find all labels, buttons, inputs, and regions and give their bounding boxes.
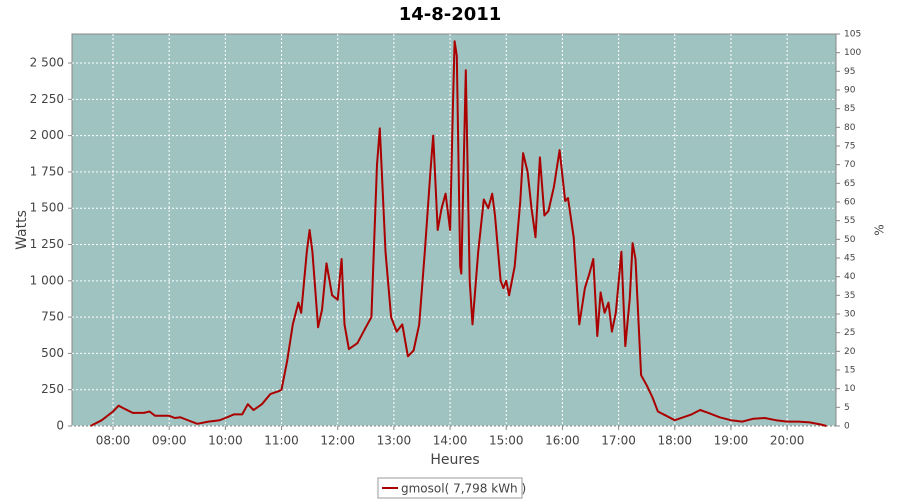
y2-tick-label: 60 — [844, 198, 856, 208]
x-tick-label: 13:00 — [377, 434, 412, 448]
x-tick-label: 18:00 — [657, 434, 692, 448]
y2-tick-label: 20 — [844, 347, 856, 357]
legend-label: gmosol( 7,798 kWh ) — [401, 482, 526, 496]
y-tick-label: 2 500 — [30, 56, 64, 70]
x-axis-label: Heures — [430, 452, 479, 468]
y2-tick-label: 105 — [844, 30, 861, 40]
y2-axis-label: % — [873, 224, 887, 235]
y2-tick-label: 45 — [844, 254, 855, 264]
x-tick-label: 11:00 — [264, 434, 299, 448]
y-tick-label: 0 — [56, 419, 64, 433]
y2-tick-label: 70 — [844, 160, 856, 170]
x-tick-label: 08:00 — [96, 434, 131, 448]
y-tick-label: 2 250 — [30, 92, 64, 106]
y2-tick-label: 55 — [844, 216, 855, 226]
y-tick-label: 1 750 — [30, 164, 64, 178]
series-line — [90, 40, 827, 427]
y2-tick-label: 85 — [844, 104, 855, 114]
y-tick-label: 750 — [41, 310, 64, 324]
y2-tick-label: 100 — [844, 48, 861, 58]
y-tick-label: 1 500 — [30, 201, 64, 215]
x-tick-label: 20:00 — [770, 434, 805, 448]
y2-tick-label: 65 — [844, 179, 855, 189]
x-tick-label: 09:00 — [152, 434, 187, 448]
y2-tick-label: 40 — [844, 272, 856, 282]
x-tick-label: 16:00 — [545, 434, 580, 448]
y2-tick-label: 15 — [844, 366, 855, 376]
y-tick-label: 500 — [41, 346, 64, 360]
y-tick-label: 1 250 — [30, 237, 64, 251]
y2-tick-label: 75 — [844, 142, 855, 152]
y2-tick-label: 80 — [844, 123, 856, 133]
y2-tick-label: 50 — [844, 235, 856, 245]
y2-tick-label: 10 — [844, 384, 856, 394]
x-tick-label: 12:00 — [320, 434, 355, 448]
x-tick-label: 15:00 — [489, 434, 524, 448]
legend — [377, 477, 523, 499]
y2-tick-label: 35 — [844, 291, 855, 301]
y-tick-label: 1 000 — [30, 273, 64, 287]
y-axis-label: Watts — [14, 210, 30, 250]
y2-tick-label: 90 — [844, 86, 856, 96]
y-tick-label: 250 — [41, 382, 64, 396]
y2-tick-label: 25 — [844, 328, 855, 338]
chart-title: 14-8-2011 — [399, 4, 502, 25]
y2-tick-label: 5 — [844, 403, 850, 413]
x-tick-label: 10:00 — [208, 434, 243, 448]
y-tick-label: 2 000 — [30, 128, 64, 142]
y2-tick-label: 0 — [844, 422, 850, 432]
x-tick-label: 17:00 — [601, 434, 636, 448]
x-tick-label: 19:00 — [714, 434, 749, 448]
x-tick-label: 14:00 — [433, 434, 468, 448]
y2-tick-label: 95 — [844, 67, 855, 77]
y2-tick-label: 30 — [844, 310, 856, 320]
